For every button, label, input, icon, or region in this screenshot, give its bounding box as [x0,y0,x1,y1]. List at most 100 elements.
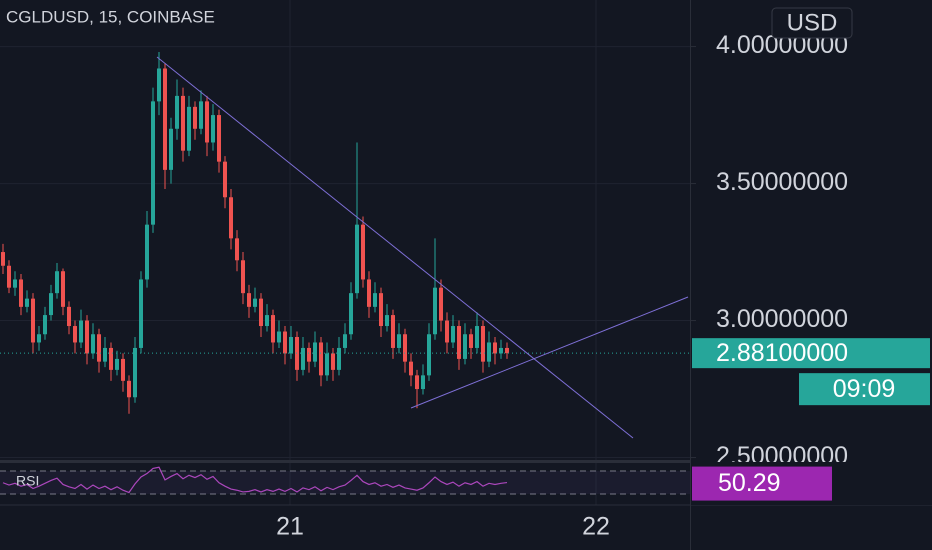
candle-body [157,68,161,102]
candle-body [505,347,509,354]
rsi-pane [2,466,508,494]
candle-body [319,342,323,376]
candle-body [301,347,305,370]
candle-body [151,101,155,225]
candle-body [133,347,137,398]
candles [0,52,690,414]
currency-label[interactable]: USD [787,9,838,36]
candle-body [37,334,41,343]
candle-body [361,224,365,280]
y-tick-label: 3.50000000 [716,168,848,196]
candle-body [373,293,377,307]
candle-body [385,315,389,327]
candle-body [97,334,101,362]
rsi-band-fill [0,471,690,494]
candle-body [61,271,65,307]
candle-body [13,279,17,288]
candle-body [493,342,497,354]
candle-body [103,347,107,362]
trend-line [410,296,689,409]
candle-body [259,298,263,327]
candle-body [391,315,395,348]
pane-separator [0,460,690,463]
candle-body [235,238,239,261]
candle-body [253,298,257,307]
candle-body [19,279,23,307]
candle-body [67,306,71,327]
candle-body [199,101,203,129]
trend-line [156,56,634,439]
candle-body [7,265,11,288]
candle-body [283,331,287,354]
last-price-label: 2.88100000 [716,339,848,367]
candle-body [397,334,401,348]
rsi-label: RSI [16,473,39,489]
countdown-box [799,373,930,406]
candle-body [325,353,329,376]
candle-body [175,95,179,129]
candle-body [289,336,293,354]
candle-body [265,315,269,327]
candle-body [379,293,383,327]
chart-title: CGLDUSD, 15, COINBASE [6,7,215,26]
candle-body [187,106,191,151]
candle-body [469,334,473,348]
candle-body [271,315,275,343]
candle-body [241,260,245,294]
candle-body [367,279,371,307]
candle-body [163,68,167,170]
candle-body [145,224,149,280]
candle-body [475,326,479,348]
candle-body [193,106,197,129]
candle-body [217,115,221,162]
price-labels: 2.88100000 09:09 50.29 [692,338,930,501]
candle-body [211,115,215,143]
rsi-value-box [692,466,832,501]
candle-body [1,252,5,266]
candle-body [445,320,449,343]
candle-body [73,326,77,343]
candle-body [451,326,455,343]
candle-body [409,361,413,376]
candle-body [343,334,347,348]
candle-body [127,380,131,398]
candle-body [247,293,251,307]
candle-body [313,342,317,362]
candle-body [355,224,359,294]
candle-body [115,358,119,370]
y-tick-label: 3.00000000 [716,305,848,333]
countdown-label: 09:09 [833,375,896,403]
candle-body [169,128,173,170]
candle-body [223,161,227,198]
candle-body [91,334,95,354]
candle-body [481,326,485,362]
candle-body [349,293,353,335]
candle-body [487,342,491,362]
candle-body [85,320,89,354]
rsi-value-label: 50.29 [718,469,781,497]
candle-body [403,334,407,362]
candle-body [205,101,209,143]
candle-body [499,347,503,354]
grid [0,46,690,459]
candle-body [421,375,425,390]
candle-body [415,375,419,390]
candle-body [109,347,113,370]
candle-body [229,197,233,239]
candle-body [25,298,29,307]
x-tick-label: 21 [276,513,304,541]
candle-body [331,353,335,370]
candle-body [139,279,143,348]
candle-body [31,298,35,343]
currency-button[interactable] [771,7,853,39]
candle-body [463,334,467,359]
last-price-box [692,338,930,369]
candle-body [43,315,47,335]
candle-body [181,95,185,151]
candle-body [457,326,461,359]
candle-body [427,334,431,376]
candle-body [121,358,125,381]
candle-body [433,287,437,335]
